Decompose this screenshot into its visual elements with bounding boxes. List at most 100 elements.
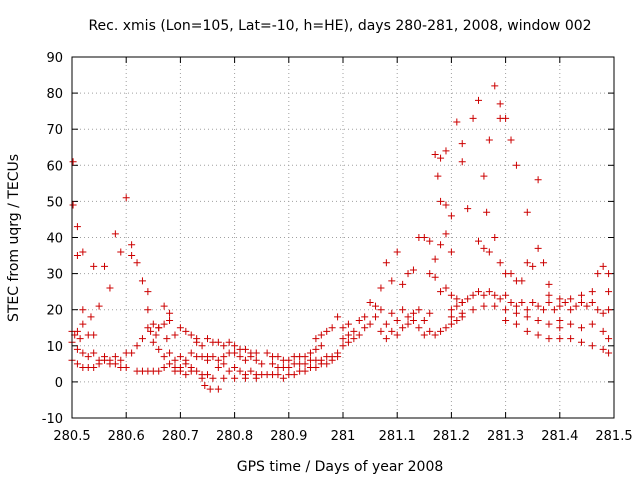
data-point: [382, 259, 390, 267]
data-point: [236, 367, 244, 375]
data-point: [507, 298, 515, 306]
data-point: [545, 298, 553, 306]
data-point: [594, 306, 602, 314]
data-point: [231, 374, 239, 382]
data-point: [339, 342, 347, 350]
data-point: [447, 248, 455, 256]
data-point: [176, 367, 184, 375]
data-point: [79, 306, 87, 314]
data-point: [79, 248, 87, 256]
data-point: [117, 248, 125, 256]
data-point: [529, 298, 537, 306]
data-point: [328, 324, 336, 332]
data-point: [225, 367, 233, 375]
data-point: [187, 367, 195, 375]
data-point: [512, 302, 520, 310]
data-point: [523, 208, 531, 216]
data-point: [512, 161, 520, 169]
data-point: [206, 385, 214, 393]
data-point: [434, 172, 442, 180]
data-point: [556, 295, 564, 303]
data-point: [382, 320, 390, 328]
data-point: [241, 356, 249, 364]
data-point: [502, 114, 510, 122]
y-axis-label: STEC from uqrg / TECUs: [6, 154, 22, 322]
data-point: [187, 349, 195, 357]
y-tick-label: 90: [46, 51, 63, 66]
data-point: [475, 288, 482, 296]
data-point: [599, 309, 607, 317]
data-point: [426, 270, 434, 278]
data-point: [399, 306, 407, 314]
data-point: [220, 360, 228, 368]
data-point: [469, 306, 477, 314]
data-point: [361, 313, 369, 321]
data-point: [155, 367, 163, 375]
data-point: [567, 335, 575, 343]
data-point: [149, 320, 157, 328]
data-point: [377, 306, 385, 314]
data-point: [518, 298, 526, 306]
y-tick-label: 0: [55, 376, 63, 391]
data-point: [453, 317, 461, 325]
data-point: [90, 262, 98, 270]
data-point: [106, 284, 114, 292]
data-point: [101, 262, 109, 270]
data-point: [193, 338, 201, 346]
data-point: [111, 360, 119, 368]
data-point: [567, 306, 575, 314]
data-point: [204, 371, 211, 379]
data-point: [301, 353, 309, 361]
data-point: [69, 158, 77, 166]
data-point: [171, 356, 179, 364]
data-point: [399, 280, 407, 288]
data-point: [73, 223, 81, 231]
data-point: [355, 331, 363, 339]
data-point: [426, 327, 434, 335]
y-tick-label: -10: [42, 412, 63, 427]
data-point: [372, 313, 380, 321]
data-point: [437, 241, 445, 249]
data-point: [447, 306, 455, 314]
data-point: [90, 363, 98, 371]
data-point: [447, 212, 455, 220]
x-tick-label: 280.9: [270, 429, 307, 444]
data-point: [437, 288, 445, 296]
data-point: [496, 100, 504, 108]
data-point: [605, 349, 613, 357]
data-point: [274, 371, 282, 379]
x-tick-label: 280.5: [53, 429, 90, 444]
data-point: [73, 252, 81, 260]
data-point: [122, 363, 130, 371]
data-point: [366, 320, 374, 328]
data-point: [323, 360, 331, 368]
data-point: [437, 154, 445, 162]
data-point: [480, 244, 488, 252]
data-point: [523, 327, 531, 335]
y-tick-label: 30: [46, 268, 63, 283]
data-point: [491, 302, 499, 310]
data-point: [73, 360, 81, 368]
data-point: [344, 338, 352, 346]
data-point: [133, 342, 141, 350]
data-point: [485, 248, 493, 256]
data-point: [350, 335, 358, 343]
data-point: [458, 309, 466, 317]
data-point: [372, 302, 380, 310]
y-tick-label: 60: [46, 159, 63, 174]
data-point: [90, 349, 98, 357]
data-point: [556, 302, 564, 310]
data-point: [431, 255, 439, 263]
data-point: [485, 136, 493, 144]
data-point: [166, 349, 174, 357]
data-point: [209, 353, 217, 361]
data-point: [426, 237, 434, 245]
data-point: [73, 345, 81, 353]
data-point: [152, 331, 160, 339]
data-point: [231, 363, 239, 371]
data-point: [382, 335, 390, 343]
data-point: [545, 291, 553, 299]
data-point: [334, 349, 342, 357]
data-point: [502, 317, 510, 325]
data-point: [420, 234, 428, 241]
